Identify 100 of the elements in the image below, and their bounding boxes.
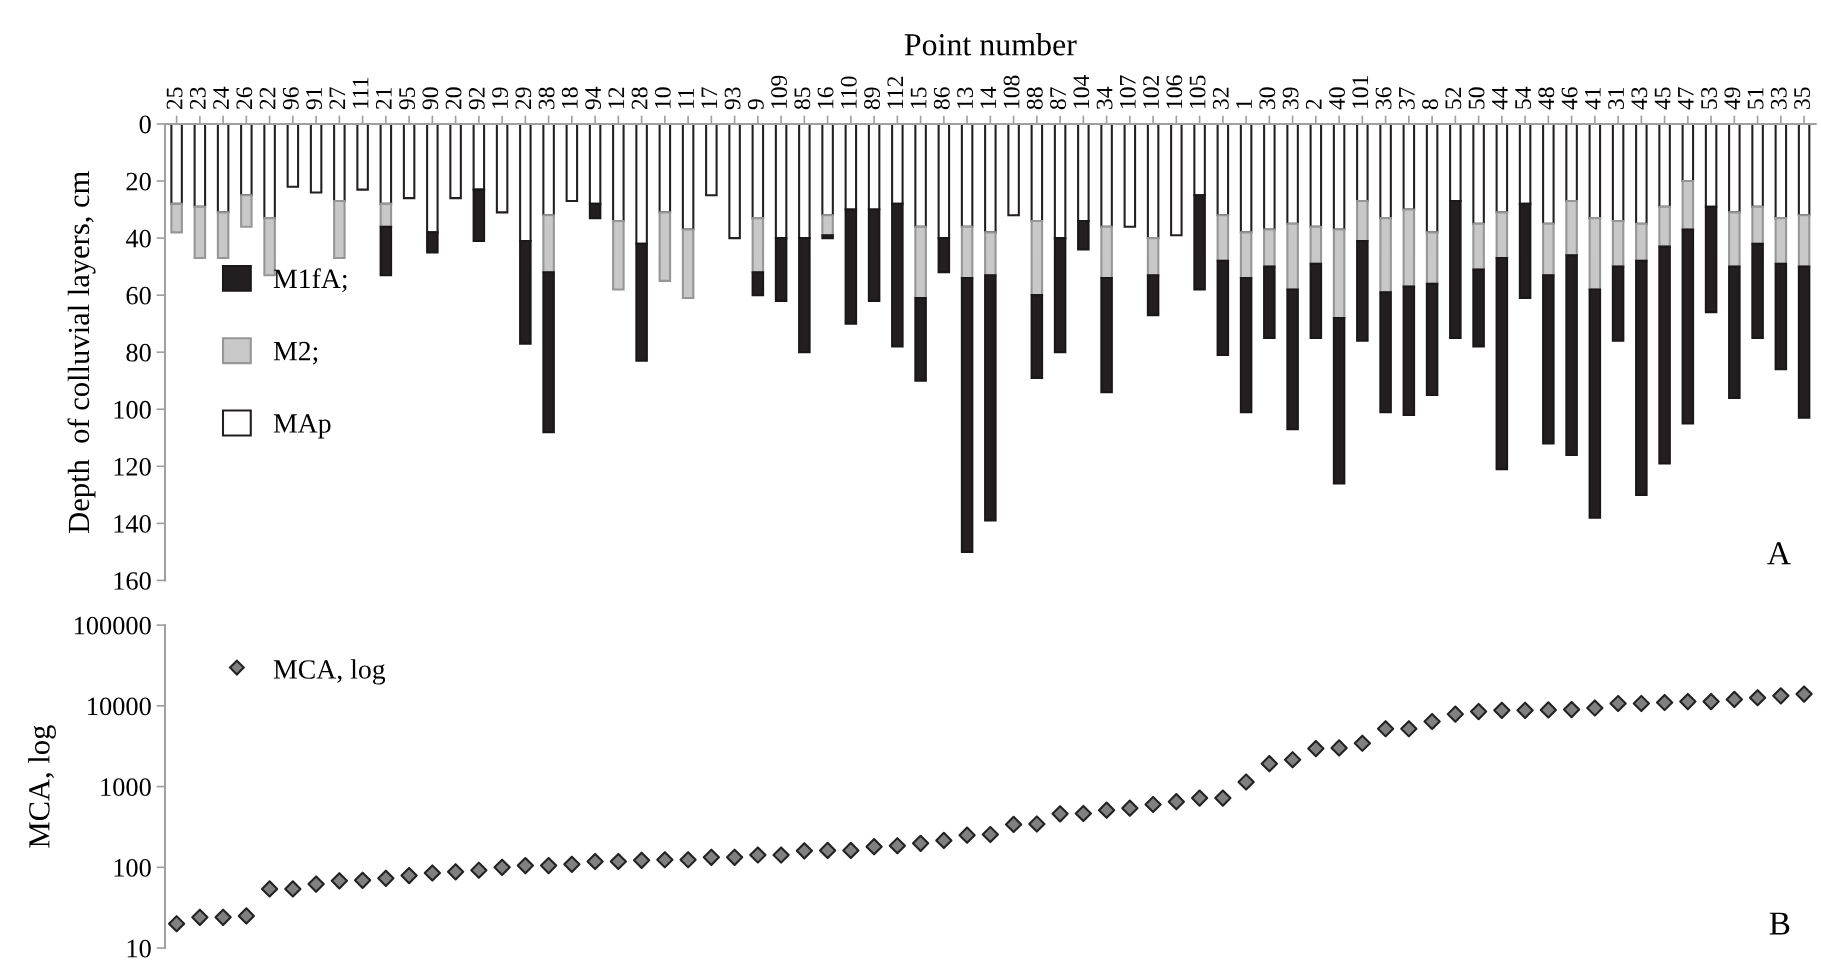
bar <box>263 123 276 220</box>
bar <box>1379 291 1392 414</box>
x-tick-label: 26 <box>236 87 253 110</box>
bar <box>914 225 927 300</box>
legend-label: M2; <box>273 341 318 365</box>
bar <box>960 225 974 280</box>
x-tick-label: 21 <box>375 87 392 110</box>
bar <box>821 214 834 237</box>
bar <box>240 123 253 197</box>
x-tick-label: 40 <box>1329 87 1346 110</box>
x-tick-label: 89 <box>864 87 881 110</box>
bar <box>984 123 997 234</box>
x-tick-label: 22 <box>259 87 276 110</box>
bar <box>1146 237 1160 277</box>
bar <box>1588 217 1602 291</box>
x-tick-label: 32 <box>1212 87 1229 109</box>
bar <box>1495 257 1509 471</box>
bar <box>705 123 718 197</box>
bar <box>914 296 927 382</box>
bar <box>1030 294 1044 379</box>
bar <box>751 271 765 297</box>
x-tick-label: 28 <box>631 87 648 110</box>
bar <box>1123 123 1137 228</box>
x-tick-label: 46 <box>1561 87 1578 110</box>
bar <box>1542 274 1555 445</box>
x-tick-label: 95 <box>399 87 416 110</box>
bar <box>542 271 555 434</box>
bar <box>1379 217 1392 294</box>
bar <box>984 274 997 522</box>
y-tick-label: 140 <box>114 514 151 533</box>
annotation: B <box>1769 912 1790 935</box>
x-tick-label: 12 <box>608 87 625 108</box>
bar <box>1611 265 1625 342</box>
x-tick-label: 41 <box>1584 87 1601 110</box>
bar <box>1635 222 1648 262</box>
bar <box>1356 239 1369 342</box>
y-tick-label: 20 <box>126 172 151 191</box>
y-tick-label: 10 <box>127 939 151 958</box>
bar <box>263 217 276 277</box>
bar <box>681 123 695 231</box>
x-tick-label: 24 <box>213 86 229 110</box>
bar <box>379 123 393 205</box>
x-tick-label: 17 <box>701 87 718 108</box>
x-tick-label: 107 <box>1119 75 1136 108</box>
legend-label: M1fA; <box>273 268 347 293</box>
x-tick-label: 51 <box>1747 87 1764 109</box>
bar <box>1495 211 1509 260</box>
x-tick-label: 38 <box>538 87 555 109</box>
bar <box>216 123 230 214</box>
bar <box>449 123 462 200</box>
bar <box>1588 123 1602 220</box>
bar <box>1216 214 1230 262</box>
bar <box>170 202 183 234</box>
bar <box>1565 123 1578 203</box>
x-tick-label: 27 <box>329 87 346 110</box>
bar <box>1611 219 1625 268</box>
bar <box>821 234 834 240</box>
bar <box>914 123 927 228</box>
x-tick-label: 96 <box>282 87 299 110</box>
y-tick-label: 10000 <box>88 697 151 716</box>
bar <box>286 123 300 188</box>
x-tick-label: 35 <box>1794 87 1810 109</box>
x-tick-label: 29 <box>515 87 532 110</box>
bar <box>1170 123 1183 237</box>
bar <box>1402 208 1416 288</box>
x-tick-label: 112 <box>887 76 904 108</box>
y-tick-label: 120 <box>114 457 151 476</box>
x-tick-label: 30 <box>1259 87 1276 109</box>
bar <box>1402 285 1416 417</box>
bar <box>1286 288 1299 431</box>
x-tick-label: 110 <box>840 76 857 108</box>
y-tick-label: 160 <box>114 572 151 590</box>
bar <box>1728 265 1741 399</box>
y-tick-label: 100 <box>114 858 151 877</box>
bar <box>1797 214 1811 268</box>
y-tick-label: 40 <box>125 229 151 248</box>
bar <box>1751 123 1764 208</box>
bar <box>1332 316 1346 485</box>
x-tick-label: 87 <box>1050 87 1067 110</box>
x-tick-label: 54 <box>1515 86 1532 109</box>
bar <box>751 217 765 274</box>
bar <box>333 123 346 203</box>
bar <box>1263 123 1276 231</box>
x-tick-label: 19 <box>492 87 509 108</box>
bar <box>309 123 323 194</box>
x-tick-label: 48 <box>1538 87 1555 110</box>
x-tick-label: 105 <box>1189 75 1206 108</box>
x-tick-label: 16 <box>817 87 834 108</box>
bar <box>1239 276 1253 414</box>
y-tick-label: 60 <box>126 286 151 305</box>
x-tick-label: 111 <box>352 77 369 108</box>
x-tick-label: 94 <box>585 86 602 110</box>
bar <box>356 123 369 191</box>
bar <box>1425 123 1439 234</box>
bar <box>542 214 555 274</box>
bar <box>565 123 579 203</box>
bar <box>1658 245 1671 465</box>
bar <box>1216 259 1230 357</box>
bar <box>1356 123 1369 203</box>
y-axis-title: Depth of colluvial layers, cm <box>67 171 96 533</box>
